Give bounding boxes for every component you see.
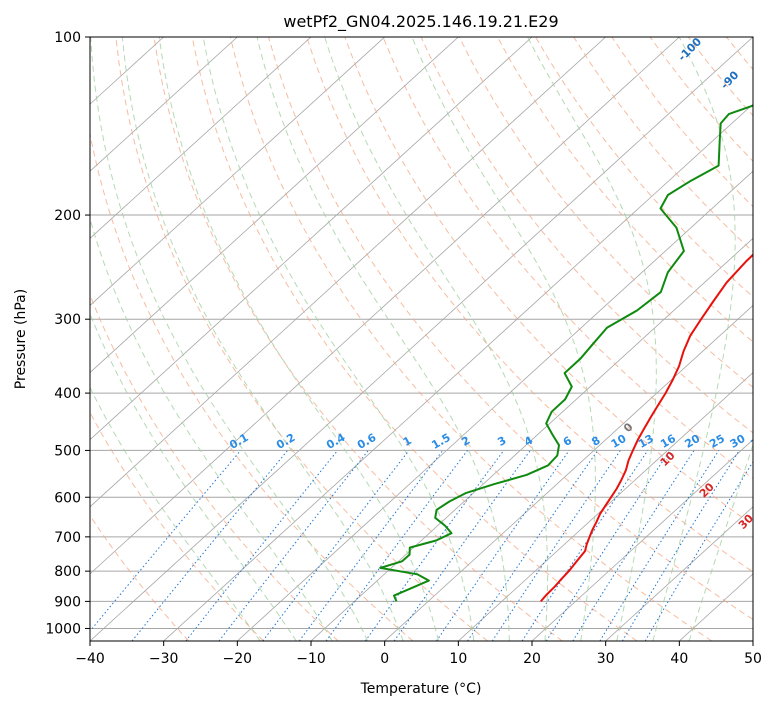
- mixing-ratio-line: [435, 450, 570, 641]
- isotherm-line: [90, 37, 459, 374]
- moist-adiabat-line: [90, 312, 297, 641]
- moist-adiabat-line: [90, 37, 369, 641]
- isotherm-line: [458, 372, 753, 641]
- dry-adiabat-line: [115, 37, 488, 641]
- dry-adiabat-line: [153, 37, 563, 641]
- mixing-ratio-line: [467, 450, 599, 641]
- mixing-ratio-line: [262, 450, 410, 641]
- isotherm-line: [163, 103, 753, 641]
- mixing-ratio-line: [90, 450, 242, 632]
- dry-adiabat-line: [535, 37, 753, 298]
- y-tick-label: 300: [54, 312, 81, 328]
- isotherm-line: [90, 37, 238, 172]
- mixing-ratio-line: [621, 450, 740, 641]
- mixing-ratio-line: [393, 450, 531, 641]
- isotherm-line: [90, 37, 533, 441]
- mixing-ratio-label: 36: [748, 432, 768, 451]
- mixing-ratio-line: [521, 450, 649, 641]
- y-tick-label: 400: [54, 386, 81, 402]
- isotherm-line: [237, 170, 753, 641]
- dewpoint-profile-line: [379, 104, 753, 602]
- isotherm-line: [531, 439, 753, 641]
- background-lines: [90, 37, 753, 641]
- moist-adiabat-line: [90, 217, 333, 641]
- moist-adiabat-line: [121, 37, 404, 641]
- dry-adiabat-line: [191, 37, 638, 641]
- x-tick-label: −20: [223, 651, 253, 667]
- dry-adiabat-line: [306, 37, 753, 573]
- x-tick-label: −10: [296, 651, 326, 667]
- x-tick-label: −30: [149, 651, 179, 667]
- axes: −40 −30 −20 −10 0 10 20 30 40 50 100 200 300 400 500 60…: [45, 30, 762, 667]
- moist-adiabat-line: [202, 37, 475, 641]
- plot-frame: [89, 36, 754, 642]
- dry-adiabat-line: [90, 411, 264, 641]
- mixing-ratio-line: [545, 450, 671, 641]
- dry-adiabat-line: [90, 514, 190, 641]
- y-tick-label: 900: [54, 594, 81, 610]
- x-tick-label: 20: [523, 651, 541, 667]
- mixing-ratio-line: [185, 450, 338, 641]
- moist-adiabat-line: [256, 37, 510, 641]
- y-tick-label: 800: [54, 564, 81, 580]
- mixing-ratio-line: [572, 450, 695, 641]
- moist-adiabat-line: [158, 37, 439, 641]
- mixing-ratio-line: [364, 450, 505, 641]
- mixing-ratio-line: [491, 450, 621, 641]
- chart-title: wetPf2_GN04.2025.146.19.21.E29: [283, 12, 558, 32]
- dry-adiabat-line: [344, 37, 753, 526]
- mixing-ratio-line: [599, 450, 720, 641]
- y-tick-label: 100: [54, 30, 81, 46]
- mixing-ratio-line: [325, 450, 468, 641]
- y-tick-label: 600: [54, 490, 81, 506]
- x-tick-label: 30: [597, 651, 615, 667]
- x-axis-label: Temperature (°C): [360, 681, 482, 697]
- moist-adiabat-line: [324, 37, 549, 641]
- isotherm-line: [90, 37, 606, 508]
- isotherm-line: [384, 304, 753, 641]
- y-tick-label: 500: [54, 443, 81, 459]
- dry-adiabat-line: [268, 37, 753, 621]
- isotherm-line: [310, 237, 753, 641]
- y-tick-label: 200: [54, 208, 81, 224]
- moist-adiabat-line: [411, 37, 596, 641]
- mixing-ratio-line: [131, 450, 288, 641]
- isotherm-line: [90, 37, 312, 239]
- mixing-ratio-line: [298, 450, 444, 641]
- isotherm-line: [90, 37, 753, 641]
- moist-adiabat-line: [90, 386, 261, 641]
- y-axis-label: Pressure (hPa): [13, 289, 29, 389]
- dry-adiabat-line: [229, 37, 712, 641]
- moist-adiabat-line: [688, 443, 753, 641]
- dry-adiabat-line: [90, 131, 414, 641]
- isotherm-line: [605, 506, 753, 641]
- x-tick-label: 0: [380, 651, 389, 667]
- x-tick-label: −40: [75, 651, 105, 667]
- moist-adiabat-line: [652, 37, 736, 641]
- x-tick-label: 40: [670, 651, 688, 667]
- data-series: [379, 104, 753, 603]
- y-tick-label: 1000: [45, 621, 81, 637]
- x-tick-label: 10: [449, 651, 467, 667]
- temperature-profile-line: [540, 253, 753, 603]
- x-tick-label: 50: [744, 651, 762, 667]
- isotherm-line: [90, 37, 385, 306]
- isotherm-line: [90, 37, 680, 575]
- y-tick-label: 700: [54, 530, 81, 546]
